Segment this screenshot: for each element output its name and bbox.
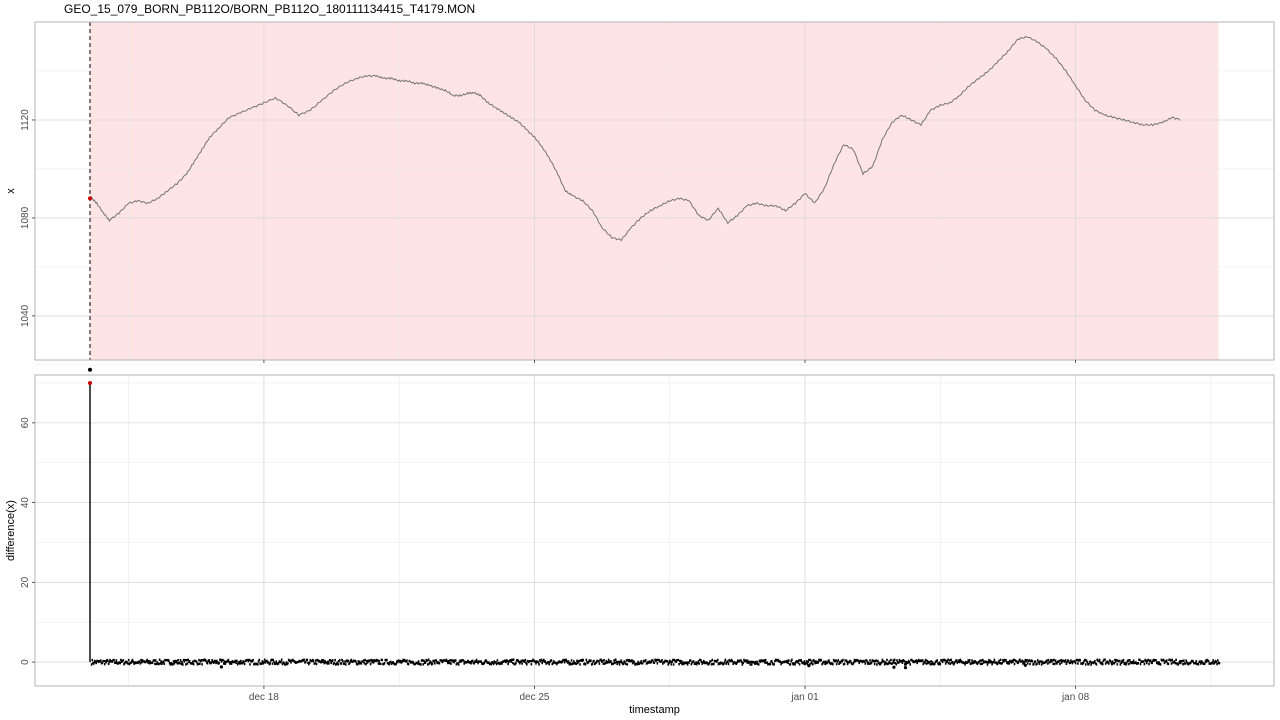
- top-y-tick-label: 1120: [20, 109, 31, 131]
- top-y-tick-label: 1040: [20, 304, 31, 327]
- top-y-axis-title: x: [5, 188, 17, 194]
- bottom-y-axis-title: difference(x): [5, 500, 17, 561]
- shaded-region: [90, 22, 1219, 360]
- top-panel: [34, 21, 1275, 372]
- difference-points: [90, 658, 1221, 666]
- bottom-panel: [34, 374, 1275, 687]
- start-marker-point: [88, 196, 92, 201]
- outlier-point: [88, 367, 92, 372]
- x-axis-title: timestamp: [629, 704, 680, 716]
- bottom-y-tick-label: 60: [20, 417, 31, 429]
- chart-title: GEO_15_079_BORN_PB112O/BORN_PB112O_18011…: [64, 2, 476, 16]
- bottom-y-tick-label: 0: [20, 659, 31, 665]
- bottom-y-tick-label: 40: [20, 497, 31, 509]
- x-tick-label: dec 18: [249, 692, 279, 703]
- difference-outlier-point: [892, 665, 896, 669]
- x-tick-label: dec 25: [519, 692, 549, 703]
- difference-outlier-point: [903, 666, 908, 670]
- x-series-line: [89, 35, 1181, 242]
- difference-outlier-point: [807, 664, 811, 668]
- difference-outlier-point: [219, 665, 224, 669]
- top-y-tick-label: 1080: [20, 206, 31, 229]
- difference-outlier-point: [1023, 663, 1027, 667]
- top-panel-border: [34, 21, 1275, 361]
- axis-labels: 1040 1080 1120 0 20 40 60 dec 18 dec 25 jan 01 jan…: [5, 109, 1090, 716]
- x-tick-label: jan 08: [1061, 692, 1090, 703]
- bottom-background: [35, 375, 1274, 686]
- spike-point: [88, 380, 92, 385]
- x-tick-label: jan 01: [790, 692, 819, 703]
- bottom-y-tick-label: 20: [20, 576, 31, 588]
- bottom-panel-border: [34, 374, 1275, 687]
